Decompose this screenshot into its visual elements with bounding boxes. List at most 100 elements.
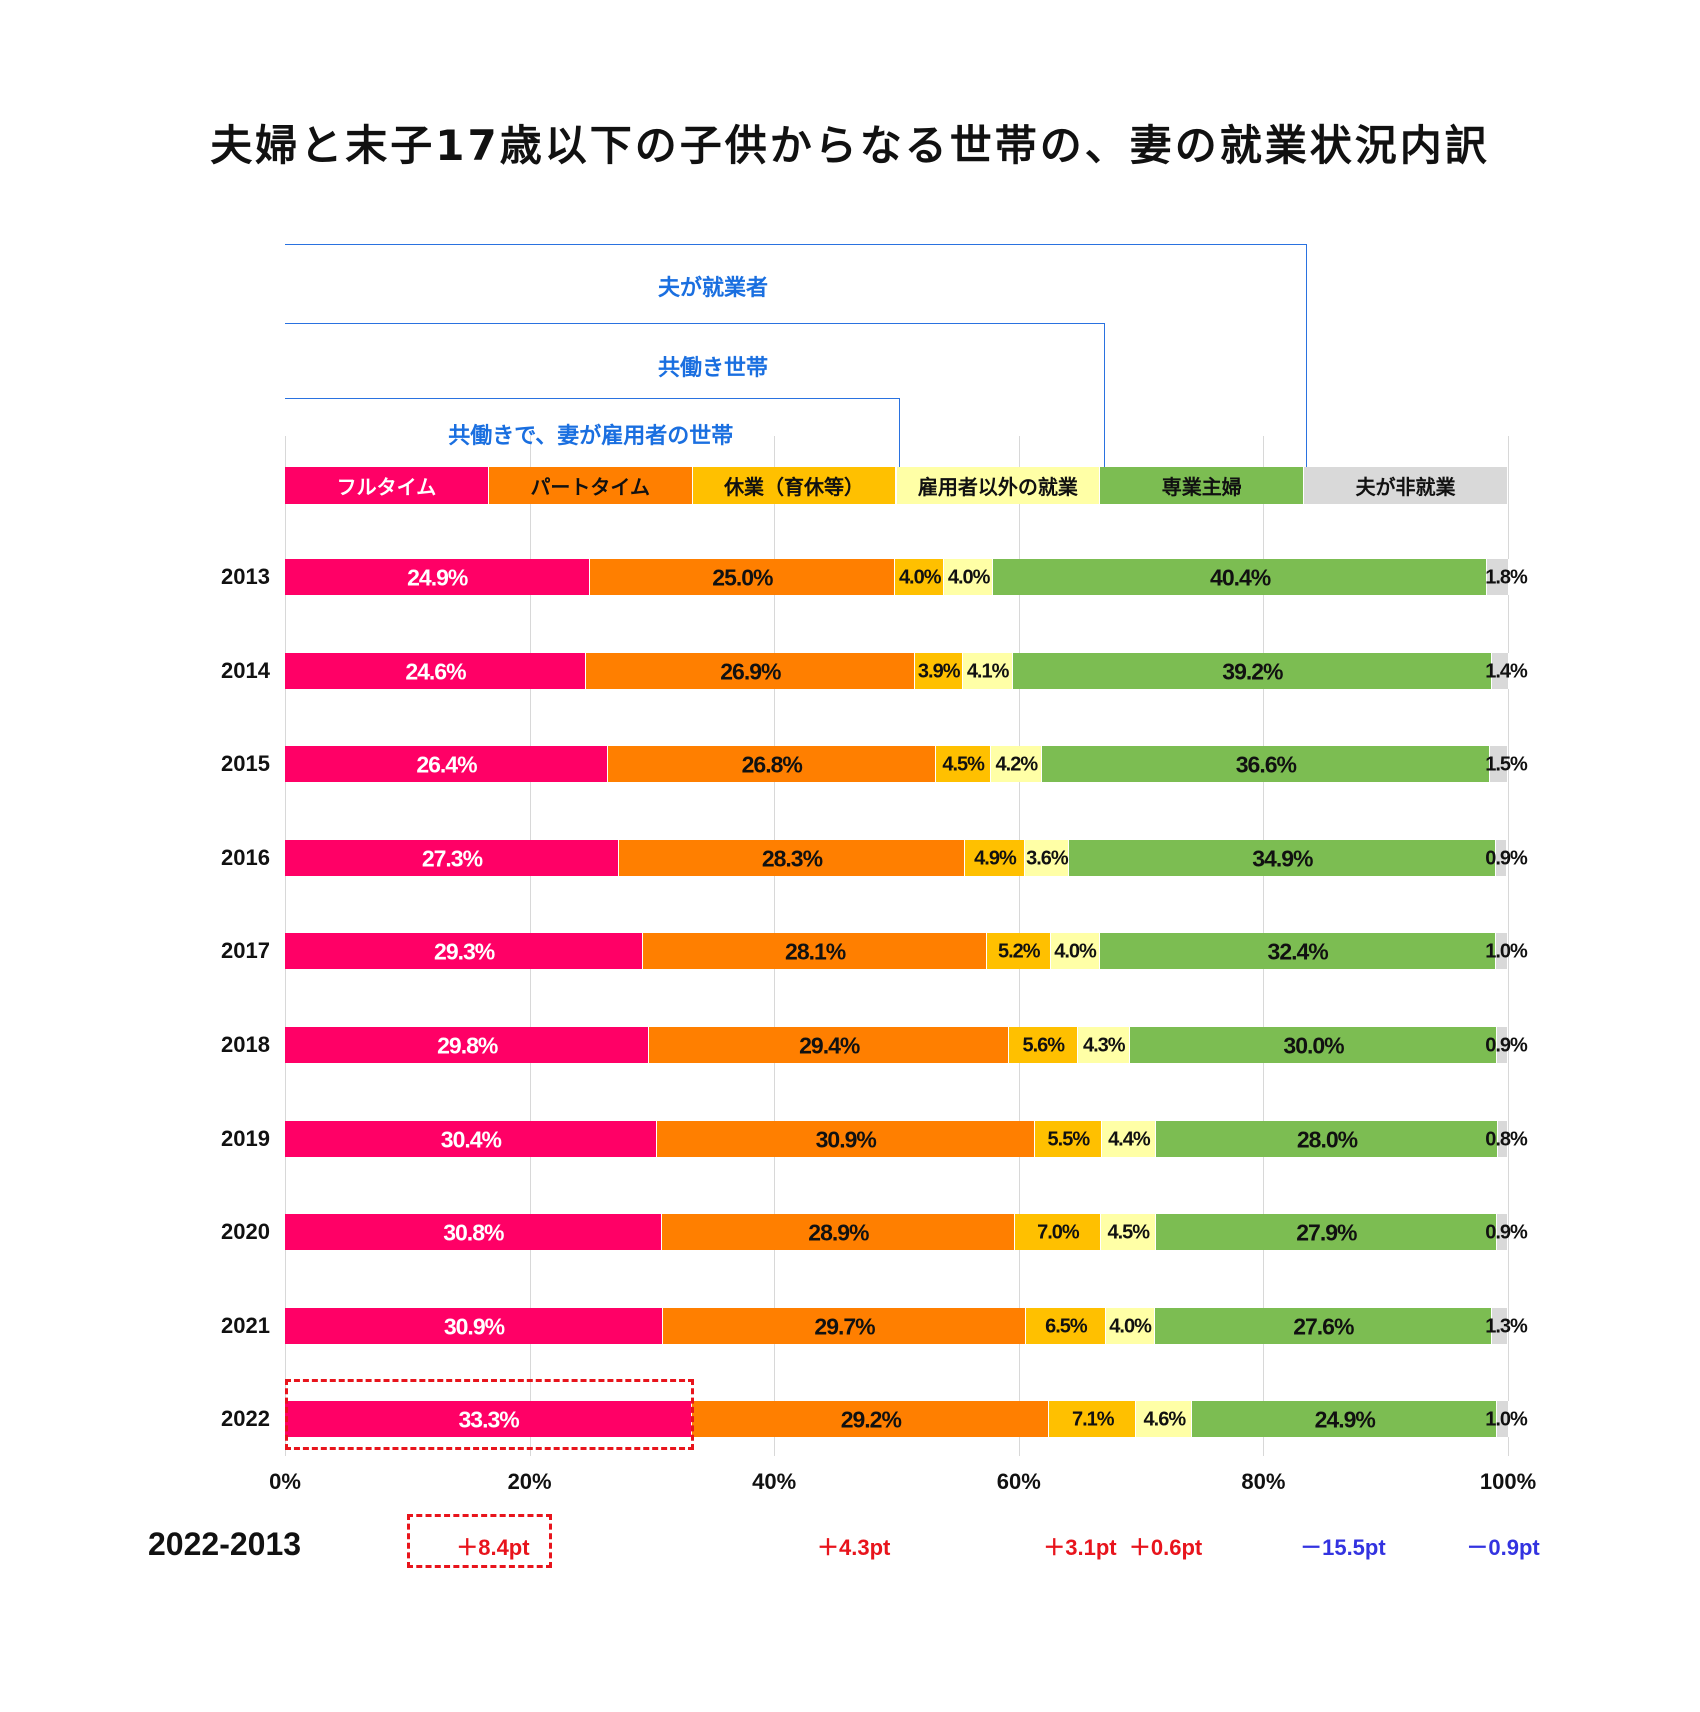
bar-segment	[987, 933, 1051, 970]
bar-segment	[1496, 1214, 1508, 1251]
year-label: 2016	[221, 844, 270, 870]
data-label: 4.3%	[1083, 1034, 1126, 1057]
bar-segment	[1495, 839, 1507, 876]
diff-label: 2022-2013	[148, 1526, 302, 1562]
data-label: 39.2%	[1222, 658, 1283, 685]
bar-segment	[661, 1214, 1016, 1251]
data-label: 4.2%	[995, 753, 1039, 776]
year-label: 2015	[221, 751, 270, 777]
data-label: 24.9%	[1314, 1406, 1376, 1433]
x-tick-label: 80%	[1241, 1469, 1286, 1494]
year-label: 2017	[221, 938, 270, 964]
data-label: 36.6%	[1235, 751, 1297, 778]
gridline	[1508, 436, 1509, 1456]
bar-segment	[643, 933, 987, 970]
data-label: 28.3%	[761, 845, 823, 872]
x-tick-label: 40%	[752, 1469, 797, 1494]
data-label: 4.0%	[898, 566, 942, 589]
diff-value: ＋8.4pt	[456, 1535, 530, 1560]
data-label: 32.4%	[1267, 938, 1329, 965]
bar-segment	[1192, 1401, 1497, 1438]
bracket-label: 夫が就業者	[658, 276, 769, 301]
bar-segment	[285, 933, 644, 970]
data-label: 4.0%	[1109, 1315, 1152, 1338]
bracket-2	[285, 323, 1106, 471]
data-label: 3.9%	[917, 660, 961, 683]
data-label: 1.5%	[1485, 753, 1528, 776]
diff-value: －15.5pt	[1300, 1535, 1386, 1560]
bar-segment	[285, 1214, 662, 1251]
data-label: 24.9%	[407, 564, 468, 591]
diff-value: －0.9pt	[1466, 1535, 1540, 1560]
data-label: 28.9%	[808, 1219, 869, 1246]
data-label: 34.9%	[1252, 845, 1313, 872]
bar-segment	[935, 746, 991, 783]
data-label: 0.9%	[1485, 1034, 1528, 1057]
bar-segment	[618, 839, 965, 876]
bar-segment	[1495, 933, 1508, 970]
x-tick-label: 20%	[507, 1469, 552, 1494]
bar-segment	[1077, 1027, 1131, 1063]
bar-segment	[993, 559, 1488, 595]
data-label: 28.1%	[785, 938, 846, 965]
x-tick-label: 0%	[269, 1469, 301, 1494]
diff-value: ＋3.1pt	[1043, 1535, 1117, 1560]
bar-segment	[1049, 1401, 1137, 1438]
bar-segment	[1015, 1214, 1101, 1251]
x-tick-label: 60%	[996, 1469, 1041, 1494]
bar-segment	[1100, 1214, 1156, 1251]
bar-segment	[1496, 1401, 1510, 1438]
data-label: 4.9%	[974, 847, 1017, 870]
bar-segment	[589, 559, 896, 595]
bar-segment	[1024, 839, 1069, 876]
data-label: 4.5%	[942, 753, 985, 776]
data-label: 4.4%	[1108, 1128, 1151, 1151]
data-label: 5.5%	[1047, 1128, 1091, 1151]
data-label: 30.4%	[440, 1126, 502, 1153]
bar-segment	[649, 1027, 1009, 1063]
year-label: 2022	[221, 1406, 270, 1432]
data-label: 27.3%	[421, 845, 483, 872]
diff-value: ＋0.6pt	[1128, 1535, 1203, 1560]
bar-segment	[662, 1307, 1027, 1344]
data-label: 29.7%	[814, 1313, 875, 1340]
diff-highlight-box	[407, 1514, 552, 1568]
bar-segment	[964, 839, 1025, 876]
data-label: 4.6%	[1143, 1408, 1187, 1431]
data-label: 7.1%	[1071, 1408, 1115, 1431]
bar-segment	[1492, 652, 1510, 689]
bar-segment	[1012, 652, 1493, 689]
bar-segment	[1489, 746, 1508, 783]
data-label: 29.4%	[799, 1032, 860, 1059]
highlight-box	[285, 1379, 695, 1450]
bar-segment	[914, 652, 963, 689]
bar-segment	[285, 1027, 650, 1063]
bar-segment	[1042, 746, 1490, 783]
data-label: 27.9%	[1296, 1219, 1357, 1246]
bar-segment	[1155, 1120, 1499, 1157]
data-label: 30.9%	[443, 1313, 505, 1340]
bar-segment	[1498, 1120, 1508, 1157]
legend-item: 夫が非就業	[1304, 467, 1508, 504]
bar-segment	[1492, 1307, 1508, 1344]
bar-segment	[285, 839, 619, 876]
bar-segment	[1050, 933, 1100, 970]
diff-value: ＋4.3pt	[817, 1535, 891, 1560]
data-label: 27.6%	[1293, 1313, 1354, 1340]
bar-segment	[285, 652, 586, 689]
legend-item: 雇用者以外の就業	[896, 467, 1101, 504]
year-label: 2019	[221, 1125, 270, 1151]
bar-segment	[656, 1120, 1035, 1157]
bar-segment	[1101, 1120, 1156, 1157]
bar-segment	[285, 1401, 693, 1438]
bar-segment	[1496, 1027, 1508, 1063]
year-label: 2020	[221, 1219, 270, 1245]
year-label: 2014	[221, 657, 270, 683]
data-label: 40.4%	[1210, 564, 1271, 591]
bar-segment	[1068, 839, 1496, 876]
data-label: 0.9%	[1485, 1221, 1528, 1244]
data-label: 26.9%	[720, 658, 781, 685]
bracket-3	[285, 398, 900, 471]
data-label: 1.3%	[1485, 1315, 1528, 1338]
data-label: 0.9%	[1485, 847, 1528, 870]
